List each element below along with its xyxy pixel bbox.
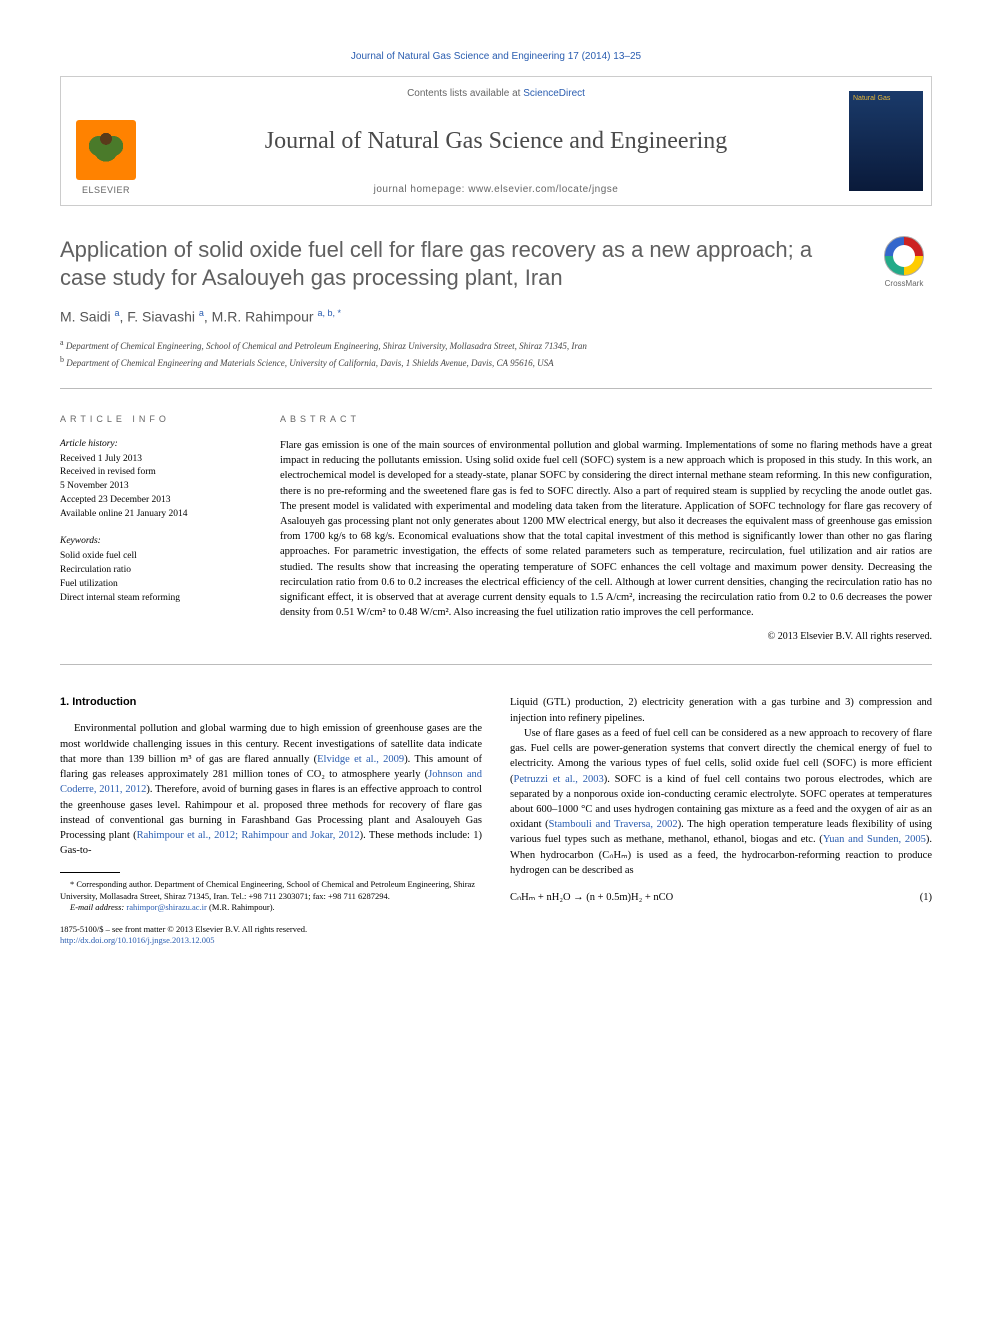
- journal-header: ELSEVIER Contents lists available at Sci…: [60, 76, 932, 206]
- citation-link[interactable]: Rahimpour et al., 2012; Rahimpour and Jo…: [137, 830, 360, 841]
- section-heading-intro: 1. Introduction: [60, 695, 482, 711]
- equation-number: (1): [920, 890, 932, 905]
- journal-cover-icon: Natural Gas: [849, 91, 923, 191]
- citation-link[interactable]: Yuan and Sunden, 2005: [823, 834, 926, 845]
- keyword: Direct internal steam reforming: [60, 592, 250, 606]
- history-line: 5 November 2013: [60, 480, 250, 494]
- equation-1: CₙHₘ + nH₂O → (n + 0.5m)H₂ + nCO (1): [510, 890, 932, 905]
- keyword: Recirculation ratio: [60, 564, 250, 578]
- email-link[interactable]: rahimpor@shirazu.ac.ir: [126, 902, 207, 912]
- homepage-label: journal homepage:: [374, 184, 469, 195]
- elsevier-logo-icon: [76, 120, 136, 180]
- keywords-label: Keywords:: [60, 535, 250, 549]
- bottom-meta: 1875-5100/$ – see front matter © 2013 El…: [60, 924, 482, 947]
- email-line: E-mail address: rahimpor@shirazu.ac.ir (…: [60, 902, 482, 913]
- corresponding-author-note: * Corresponding author. Department of Ch…: [60, 879, 482, 902]
- equation-body: CₙHₘ + nH₂O → (n + 0.5m)H₂ + nCO: [510, 890, 673, 905]
- affiliation-b: Department of Chemical Engineering and M…: [66, 358, 553, 368]
- abstract-text: Flare gas emission is one of the main so…: [280, 438, 932, 621]
- history-line: Available online 21 January 2014: [60, 508, 250, 522]
- email-label: E-mail address:: [70, 902, 126, 912]
- top-citation: Journal of Natural Gas Science and Engin…: [60, 50, 932, 64]
- intro-paragraph-2: Liquid (GTL) production, 2) electricity …: [510, 695, 932, 725]
- crossmark-icon: [884, 236, 924, 276]
- email-suffix: (M.R. Rahimpour).: [207, 902, 275, 912]
- cover-title: Natural Gas: [853, 95, 890, 103]
- crossmark-label: CrossMark: [885, 279, 924, 288]
- intro-paragraph-3: Use of flare gases as a feed of fuel cel…: [510, 726, 932, 878]
- history-line: Received in revised form: [60, 466, 250, 480]
- header-center: Contents lists available at ScienceDirec…: [151, 77, 841, 205]
- article-info-heading: ARTICLE INFO: [60, 413, 250, 426]
- keywords-block: Keywords: Solid oxide fuel cell Recircul…: [60, 535, 250, 605]
- issn-line: 1875-5100/$ – see front matter © 2013 El…: [60, 924, 482, 935]
- article-info: ARTICLE INFO Article history: Received 1…: [60, 413, 250, 644]
- affiliation-a: Department of Chemical Engineering, Scho…: [66, 341, 587, 351]
- contents-available: Contents lists available at ScienceDirec…: [407, 87, 585, 101]
- article-title: Application of solid oxide fuel cell for…: [60, 236, 856, 291]
- sciencedirect-link[interactable]: ScienceDirect: [523, 88, 585, 99]
- history-line: Received 1 July 2013: [60, 453, 250, 467]
- journal-homepage: journal homepage: www.elsevier.com/locat…: [374, 183, 619, 197]
- abstract-copyright: © 2013 Elsevier B.V. All rights reserved…: [280, 630, 932, 644]
- doi-link[interactable]: http://dx.doi.org/10.1016/j.jngse.2013.1…: [60, 935, 215, 945]
- citation-link[interactable]: Stambouli and Traversa, 2002: [549, 819, 678, 830]
- citation-link[interactable]: Petruzzi et al., 2003: [514, 774, 604, 785]
- intro-paragraph-1: Environmental pollution and global warmi…: [60, 721, 482, 858]
- journal-name: Journal of Natural Gas Science and Engin…: [265, 125, 728, 159]
- publisher-block: ELSEVIER: [61, 77, 151, 205]
- authors-line: M. Saidi a, F. Siavashi a, M.R. Rahimpou…: [60, 307, 932, 327]
- history-label: Article history:: [60, 438, 250, 452]
- footnote-divider: [60, 872, 120, 873]
- homepage-url: www.elsevier.com/locate/jngse: [468, 184, 618, 195]
- footnotes: * Corresponding author. Department of Ch…: [60, 879, 482, 913]
- affiliations: a Department of Chemical Engineering, Sc…: [60, 337, 932, 389]
- journal-cover-block: Natural Gas: [841, 77, 931, 205]
- publisher-label: ELSEVIER: [82, 184, 130, 197]
- citation-link[interactable]: Elvidge et al., 2009: [317, 754, 404, 765]
- abstract: ABSTRACT Flare gas emission is one of th…: [280, 413, 932, 644]
- keyword: Fuel utilization: [60, 578, 250, 592]
- contents-prefix: Contents lists available at: [407, 88, 523, 99]
- abstract-heading: ABSTRACT: [280, 413, 932, 426]
- article-history: Article history: Received 1 July 2013 Re…: [60, 438, 250, 522]
- body-columns: 1. Introduction Environmental pollution …: [60, 695, 932, 946]
- keyword: Solid oxide fuel cell: [60, 550, 250, 564]
- crossmark-widget[interactable]: CrossMark: [876, 236, 932, 289]
- history-line: Accepted 23 December 2013: [60, 494, 250, 508]
